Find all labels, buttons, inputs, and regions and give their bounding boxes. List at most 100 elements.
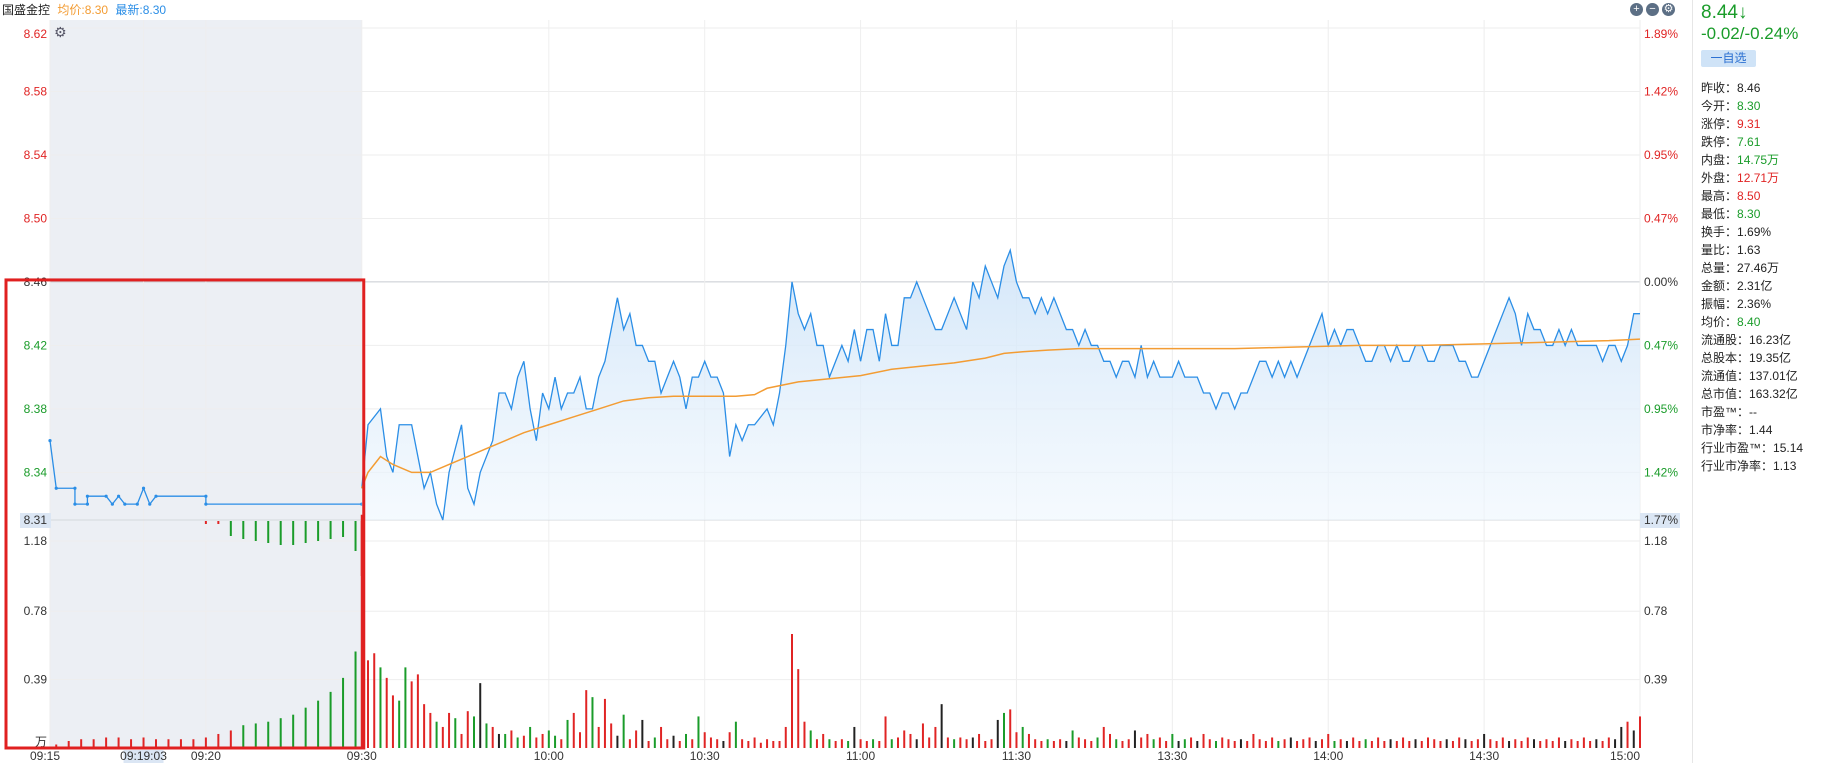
stat-value: 163.32亿 xyxy=(1749,387,1798,401)
stat-row: 量比：1.63 xyxy=(1701,241,1841,259)
price-axis-label: 8.50 xyxy=(24,211,48,225)
stat-value: 9.31 xyxy=(1737,117,1761,131)
auction-price-point xyxy=(116,494,121,498)
volume-axis-label: 0.39 xyxy=(24,673,48,687)
chart-toolbar: + − ⚙ xyxy=(1630,3,1675,16)
volume-axis-label-right: 1.18 xyxy=(1644,534,1668,548)
stat-row: 总市值：163.32亿 xyxy=(1701,385,1841,403)
stat-label: 流通值： xyxy=(1701,369,1750,383)
auction-price-point xyxy=(85,494,90,498)
auction-price-point xyxy=(204,494,208,498)
stat-row: 昨收：8.46 xyxy=(1701,79,1841,97)
price-axis-label: 8.46 xyxy=(24,275,48,289)
stat-label: 市盈™： xyxy=(1701,405,1750,419)
stat-label: 总量： xyxy=(1701,261,1738,275)
minus-icon[interactable]: − xyxy=(1646,3,1659,16)
stat-value: 14.75万 xyxy=(1737,153,1780,167)
stat-label: 最低： xyxy=(1701,207,1738,221)
intraday-chart-area[interactable]: 8.62 1.89% 8.58 1.42% 8.54 0.95% 8.50 0.47% 8.46… xyxy=(0,0,1690,763)
price-axis-label: 8.31 xyxy=(24,513,48,527)
pct-axis-label: 0.00% xyxy=(1644,275,1678,289)
stat-value: 16.23亿 xyxy=(1749,333,1792,347)
stat-row: 总股本：19.35亿 xyxy=(1701,349,1841,367)
auction-price-point xyxy=(104,494,108,498)
stat-row: 总量：27.46万 xyxy=(1701,259,1841,277)
stat-label: 内盘： xyxy=(1701,153,1738,167)
price-axis-label: 8.42 xyxy=(24,338,48,352)
stat-value: 1.13 xyxy=(1773,459,1797,473)
price-area-fill xyxy=(361,250,1641,520)
stat-value: 8.46 xyxy=(1737,81,1761,95)
stat-row: 换手：1.69% xyxy=(1701,223,1841,241)
pct-axis-label: 0.47% xyxy=(1644,211,1678,225)
stat-label: 市净率： xyxy=(1701,423,1750,437)
stat-row: 市净率：1.44 xyxy=(1701,421,1841,439)
stat-row: 行业市盈™：15.14 xyxy=(1701,439,1841,457)
auction-price-point xyxy=(123,502,127,506)
stat-row: 涨停：9.31 xyxy=(1701,115,1841,133)
auction-price-point xyxy=(54,486,58,490)
stat-value: 12.71万 xyxy=(1737,171,1780,185)
stat-label: 今开： xyxy=(1701,99,1738,113)
remove-watchlist-button[interactable]: 一自选 xyxy=(1701,50,1756,67)
stat-row: 内盘：14.75万 xyxy=(1701,151,1841,169)
stats-list: 昨收：8.46 今开：8.30 涨停：9.31 跌停：7.61 内盘：14.75万 外盘：… xyxy=(1701,79,1841,475)
stat-value: 1.44 xyxy=(1749,423,1773,437)
stat-value: 1.69% xyxy=(1737,225,1772,239)
pct-axis-label: 1.89% xyxy=(1644,27,1678,41)
stat-row: 跌停：7.61 xyxy=(1701,133,1841,151)
pct-axis-label: 1.42% xyxy=(1644,465,1678,479)
stat-row: 外盘：12.71万 xyxy=(1701,169,1841,187)
stat-value: 2.31亿 xyxy=(1737,279,1773,293)
price-axis-label: 8.34 xyxy=(24,465,48,479)
stat-label: 金额： xyxy=(1701,279,1738,293)
auction-price-point xyxy=(154,494,158,498)
auction-price-point xyxy=(73,486,77,490)
latest-price-label: 最新:8.30 xyxy=(115,3,167,17)
plus-icon[interactable]: + xyxy=(1630,3,1643,16)
pct-axis-label: 0.47% xyxy=(1644,338,1678,352)
pct-axis-highlight xyxy=(1640,513,1680,528)
stat-row: 今开：8.30 xyxy=(1701,97,1841,115)
auction-price-point xyxy=(85,502,90,506)
pct-axis-label: 0.95% xyxy=(1644,402,1678,416)
stat-row: 振幅：2.36% xyxy=(1701,295,1841,313)
stat-row: 最低：8.30 xyxy=(1701,205,1841,223)
stat-row: 金额：2.31亿 xyxy=(1701,277,1841,295)
time-axis-label: 15:00 xyxy=(1610,749,1640,763)
stat-value: 2.36% xyxy=(1737,297,1772,311)
time-axis-label: 09:15 xyxy=(30,749,60,763)
stat-label: 最高： xyxy=(1701,189,1738,203)
stat-label: 均价： xyxy=(1701,315,1738,329)
intraday-chart[interactable]: 8.62 1.89% 8.58 1.42% 8.54 0.95% 8.50 0.47% 8.46… xyxy=(0,0,1690,763)
stat-label: 量比： xyxy=(1701,243,1738,257)
price-axis-highlight xyxy=(20,513,51,528)
time-axis-label: 11:30 xyxy=(1002,749,1031,763)
stat-row: 行业市净率：1.13 xyxy=(1701,457,1841,475)
auction-settings-gear-icon[interactable]: ⚙ xyxy=(54,24,67,40)
volume-axis-label: 1.18 xyxy=(24,534,48,548)
pct-axis-label: 0.95% xyxy=(1644,148,1678,162)
volume-axis-label-right: 0.39 xyxy=(1644,673,1668,687)
stat-value: 27.46万 xyxy=(1737,261,1780,275)
avg-price-label: 均价:8.30 xyxy=(57,3,109,17)
chart-header: 国盛金控 均价:8.30 最新:8.30 xyxy=(2,2,170,18)
price-line-最新 xyxy=(361,247,1640,521)
auction-price-point xyxy=(110,502,114,506)
stock-name: 国盛金控 xyxy=(2,3,51,17)
stat-label: 换手： xyxy=(1701,225,1738,239)
volume-axis-label-right: 0.78 xyxy=(1644,604,1668,618)
volume-axis-label: 0.78 xyxy=(24,604,48,618)
time-axis-label: 09:19:03 xyxy=(120,749,167,763)
time-axis-label: 13:30 xyxy=(1157,749,1187,763)
stat-label: 外盘： xyxy=(1701,171,1738,185)
pct-axis-label: 1.77% xyxy=(1644,513,1678,527)
stat-value: 8.30 xyxy=(1737,99,1761,113)
gear-icon[interactable]: ⚙ xyxy=(1662,3,1675,16)
time-axis-label: 10:30 xyxy=(690,749,720,763)
stat-value: 15.14 xyxy=(1773,441,1804,455)
avg-price-line-均价 xyxy=(361,338,1641,489)
time-axis-label: 09:30 xyxy=(347,749,377,763)
pct-axis-label: 1.42% xyxy=(1644,84,1678,98)
stat-value: 137.01亿 xyxy=(1749,369,1798,383)
